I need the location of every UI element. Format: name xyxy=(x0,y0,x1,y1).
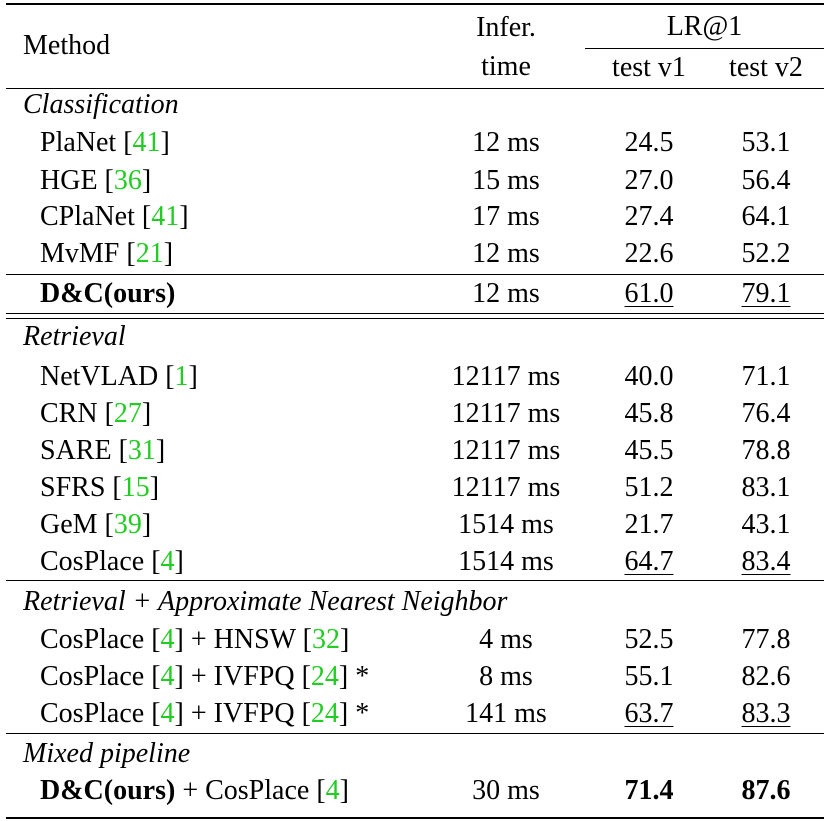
method-name: CosPlace [4] + IVFPQ [24] * xyxy=(40,698,370,729)
double-rule-2 xyxy=(6,318,824,319)
time-cell: 1514 ms xyxy=(458,509,554,540)
citation-link[interactable]: 15 xyxy=(121,472,150,503)
v1-cell: 45.5 xyxy=(624,435,674,466)
citation-link[interactable]: 36 xyxy=(113,165,142,196)
citation-link[interactable]: 41 xyxy=(132,127,161,158)
v2-cell: 43.1 xyxy=(741,509,791,540)
v1-cell: 51.2 xyxy=(624,472,674,503)
v2-cell: 56.4 xyxy=(741,165,791,196)
section-title-ann: Retrieval + Approximate Nearest Neighbor xyxy=(23,586,508,617)
citation-link[interactable]: 27 xyxy=(113,398,142,429)
v2-cell: 78.8 xyxy=(741,435,791,466)
method-name: MvMF [21] xyxy=(40,238,174,269)
method-name: PlaNet [41] xyxy=(40,127,170,158)
v2-cell: 83.4 xyxy=(741,546,791,577)
v1-cell: 45.8 xyxy=(624,398,674,429)
v2-cell: 77.8 xyxy=(741,624,791,655)
ann-rule xyxy=(6,580,824,581)
lr-header: LR@1 xyxy=(666,11,743,42)
v2-cell: 79.1 xyxy=(741,278,791,309)
time-cell: 12117 ms xyxy=(451,398,561,429)
method-name: CPlaNet [41] xyxy=(40,201,189,232)
time-cell: 141 ms xyxy=(465,698,547,729)
time-cell: 12117 ms xyxy=(451,472,561,503)
ours-top-rule xyxy=(6,274,824,275)
citation-link[interactable]: 4 xyxy=(160,624,175,655)
method-name: GeM [39] xyxy=(40,509,152,540)
v1-cell: 21.7 xyxy=(624,509,674,540)
method-name: NetVLAD [1] xyxy=(40,361,198,392)
v1-cell: 40.0 xyxy=(624,361,674,392)
method-name-ours: D&C(ours) xyxy=(40,278,176,309)
v1-cell: 22.6 xyxy=(624,238,674,269)
method-name: HGE [36] xyxy=(40,165,152,196)
infer-header-line2: time xyxy=(481,51,531,82)
v1-cell: 55.1 xyxy=(624,661,674,692)
method-name: CRN [27] xyxy=(40,398,152,429)
v1-cell: 27.4 xyxy=(624,201,674,232)
header-rule xyxy=(6,88,824,89)
section-title-classification: Classification xyxy=(23,89,179,120)
v2-cell: 64.1 xyxy=(741,201,791,232)
v1-cell: 27.0 xyxy=(624,165,674,196)
v2-cell: 87.6 xyxy=(741,775,791,806)
time-cell: 17 ms xyxy=(472,201,540,232)
v1-cell: 24.5 xyxy=(624,127,674,158)
citation-link[interactable]: 41 xyxy=(151,201,180,232)
citation-link[interactable]: 31 xyxy=(127,435,156,466)
citation-link[interactable]: 4 xyxy=(325,775,340,806)
test-v2-header: test v2 xyxy=(729,52,803,83)
method-name: CosPlace [4] xyxy=(40,546,184,577)
lr-subrule xyxy=(585,48,824,49)
v2-cell: 76.4 xyxy=(741,398,791,429)
v1-cell: 71.4 xyxy=(624,775,674,806)
time-cell: 30 ms xyxy=(472,775,540,806)
citation-link[interactable]: 21 xyxy=(135,238,164,269)
mixed-rule xyxy=(6,733,824,734)
citation-link[interactable]: 4 xyxy=(160,698,175,729)
time-cell: 12 ms xyxy=(472,238,540,269)
method-name: D&C(ours) + CosPlace [4] xyxy=(40,775,349,806)
citation-link[interactable]: 32 xyxy=(311,624,340,655)
citation-link[interactable]: 24 xyxy=(310,661,339,692)
top-rule xyxy=(6,3,824,5)
time-cell: 15 ms xyxy=(472,165,540,196)
v2-cell: 53.1 xyxy=(741,127,791,158)
citation-link[interactable]: 1 xyxy=(174,361,189,392)
v2-cell: 83.3 xyxy=(741,698,791,729)
v2-cell: 83.1 xyxy=(741,472,791,503)
citation-link[interactable]: 39 xyxy=(113,509,142,540)
time-cell: 4 ms xyxy=(479,624,533,655)
time-cell: 12 ms xyxy=(472,278,540,309)
v2-cell: 82.6 xyxy=(741,661,791,692)
time-cell: 12117 ms xyxy=(451,361,561,392)
double-rule-1 xyxy=(6,313,824,314)
v1-cell: 61.0 xyxy=(624,278,674,309)
citation-link[interactable]: 4 xyxy=(160,546,175,577)
method-name: CosPlace [4] + IVFPQ [24] * xyxy=(40,661,370,692)
time-cell: 12 ms xyxy=(472,127,540,158)
section-title-retrieval: Retrieval xyxy=(23,321,126,352)
citation-link[interactable]: 24 xyxy=(310,698,339,729)
time-cell: 8 ms xyxy=(479,661,533,692)
v1-cell: 64.7 xyxy=(624,546,674,577)
test-v1-header: test v1 xyxy=(612,52,686,83)
time-cell: 1514 ms xyxy=(458,546,554,577)
v2-cell: 52.2 xyxy=(741,238,791,269)
v2-cell: 71.1 xyxy=(741,361,791,392)
bottom-rule xyxy=(6,817,824,819)
method-name: SARE [31] xyxy=(40,435,166,466)
section-title-mixed: Mixed pipeline xyxy=(23,738,191,769)
v1-cell: 63.7 xyxy=(624,698,674,729)
v1-cell: 52.5 xyxy=(624,624,674,655)
infer-header-line1: Infer. xyxy=(476,12,536,43)
method-name: SFRS [15] xyxy=(40,472,160,503)
method-name: CosPlace [4] + HNSW [32] xyxy=(40,624,350,655)
citation-link[interactable]: 4 xyxy=(160,661,175,692)
method-header: Method xyxy=(23,30,111,61)
time-cell: 12117 ms xyxy=(451,435,561,466)
